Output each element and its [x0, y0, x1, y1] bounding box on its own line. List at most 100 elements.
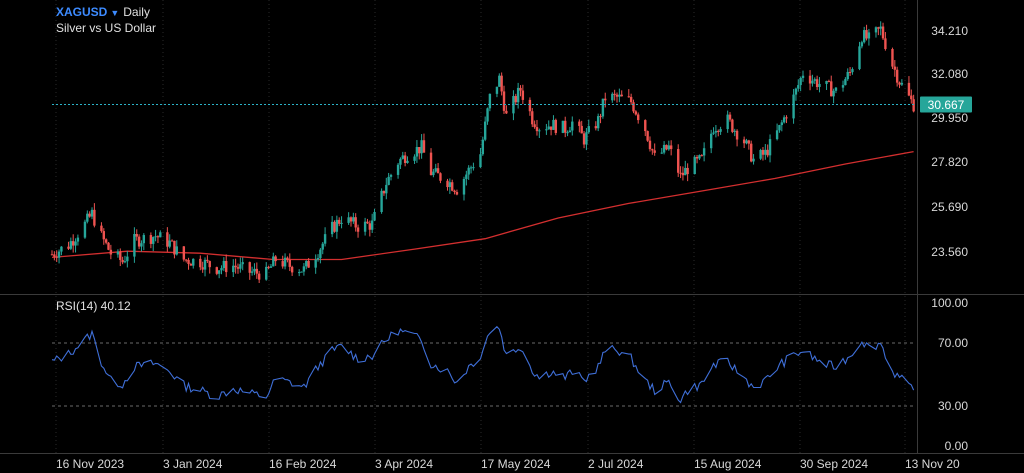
- date-axis-tick-label: 16 Feb 2024: [269, 457, 337, 471]
- candle-body-bull: [265, 266, 268, 280]
- candle-body-bull: [352, 217, 355, 222]
- moving-average-path: [51, 150, 914, 261]
- rsi-line: [51, 325, 915, 404]
- candle-body-bear: [613, 93, 616, 95]
- candle-body-bull: [851, 69, 854, 73]
- instrument-description: Silver vs US Dollar: [56, 21, 157, 35]
- candle-body-bear: [439, 173, 442, 181]
- candle-body-bear: [236, 267, 240, 269]
- candle-body-bear: [615, 94, 619, 97]
- candle-body-bear: [910, 95, 913, 100]
- last-price-badge-box: [920, 96, 972, 113]
- candle-body-bear: [731, 119, 734, 132]
- candle-body-bear: [549, 126, 553, 130]
- candle-body-bear: [255, 268, 259, 274]
- candle-body-bear: [893, 66, 897, 70]
- candle-body-bear: [88, 213, 91, 217]
- candle-body-bull: [702, 148, 706, 156]
- candle-body-bull: [389, 174, 393, 177]
- candle-body-bear: [604, 98, 607, 101]
- candle-body-bull: [860, 42, 864, 47]
- candle-body-bull: [712, 132, 715, 134]
- candle-body-bull: [116, 251, 120, 255]
- candle-body-bull: [217, 270, 221, 274]
- candle-body-bear: [742, 139, 746, 144]
- candle-body-bull: [660, 152, 663, 154]
- candle-body-bull: [867, 32, 871, 39]
- candle-body-bear: [881, 26, 885, 39]
- candle-body-bear: [187, 259, 190, 264]
- candle-body-bull: [813, 79, 816, 81]
- candle-body-bear: [349, 217, 353, 222]
- candle-body-bull: [269, 266, 273, 268]
- candle-body-bull: [825, 80, 828, 84]
- candle-body-bull: [302, 266, 306, 272]
- candle-body-bull: [239, 264, 242, 269]
- candle-body-bull: [385, 184, 388, 194]
- candle-body-bull: [448, 182, 452, 188]
- candle-body-bear: [766, 149, 769, 156]
- candle-body-bear: [257, 273, 261, 280]
- candle-body-bear: [208, 261, 211, 268]
- candle-body-bull: [693, 156, 696, 175]
- candle-body-bear: [225, 260, 228, 273]
- candle-body-bull: [420, 140, 423, 154]
- candle-body-bull: [462, 178, 466, 195]
- candle-body-bull: [373, 211, 376, 221]
- candle-body-bull: [585, 132, 588, 145]
- candle-body-bear: [594, 126, 598, 129]
- candle-body-bull: [479, 154, 482, 168]
- candle-body-bear: [307, 260, 310, 268]
- rsi-axis-tick-label: 0.00: [945, 439, 969, 453]
- candle-body-bear: [629, 96, 633, 103]
- candle-body-bull: [321, 243, 324, 250]
- candle-body-bear: [286, 257, 289, 260]
- candle-body-bull: [545, 129, 548, 131]
- candle-body-bear: [830, 81, 833, 97]
- price-axis-tick-label: 32.080: [931, 67, 968, 81]
- candle-body-bull: [340, 222, 343, 224]
- candle-body-bear: [93, 209, 96, 226]
- symbol-name[interactable]: XAGUSD: [56, 5, 108, 19]
- candle-body-bear: [644, 120, 647, 132]
- last-price-badge: 30.667: [920, 96, 972, 113]
- date-axis-tick-label: 16 Nov 2023: [56, 457, 124, 471]
- candle-body-bear: [429, 152, 433, 176]
- candle-body-bull: [488, 93, 492, 109]
- candle-body-bull: [611, 93, 614, 101]
- candle-body-bear: [166, 232, 169, 247]
- candle-body-bull: [347, 217, 350, 223]
- candle-body-bear: [55, 256, 58, 258]
- candle-body-bear: [646, 131, 649, 141]
- candle-body-bull: [571, 121, 574, 131]
- candle-body-bull: [801, 75, 805, 78]
- dropdown-caret-icon[interactable]: ▼: [110, 8, 120, 18]
- candle-body-bull: [858, 46, 861, 70]
- candle-body-bear: [827, 80, 831, 82]
- timeframe-label[interactable]: Daily: [123, 5, 150, 19]
- candle-body-bull: [159, 232, 162, 238]
- candle-body-bear: [686, 167, 689, 175]
- candle-body-bear: [502, 91, 506, 111]
- candle-body-bull: [69, 241, 73, 249]
- candle-body-bull: [709, 133, 713, 149]
- candle-body-bull: [764, 149, 767, 155]
- candle-body-bull: [516, 87, 520, 103]
- candle-body-bull: [387, 176, 390, 185]
- candle-body-bear: [119, 251, 122, 260]
- candle-body-bear: [651, 149, 654, 151]
- candle-body-bull: [834, 87, 838, 91]
- candle-body-bear: [267, 266, 270, 268]
- candle-body-bear: [248, 262, 251, 273]
- candle-body-bull: [283, 257, 287, 267]
- candle-body-bear: [189, 263, 193, 266]
- candle-body-bull: [841, 85, 845, 88]
- candle-body-bull: [775, 130, 779, 140]
- candle-body-bear: [535, 127, 539, 132]
- candle-body-bull: [465, 174, 468, 179]
- candle-body-bear: [109, 249, 113, 255]
- symbol-header[interactable]: XAGUSD ▼ Daily: [56, 5, 150, 19]
- date-axis-tick-label: 13 Nov 20: [905, 457, 960, 471]
